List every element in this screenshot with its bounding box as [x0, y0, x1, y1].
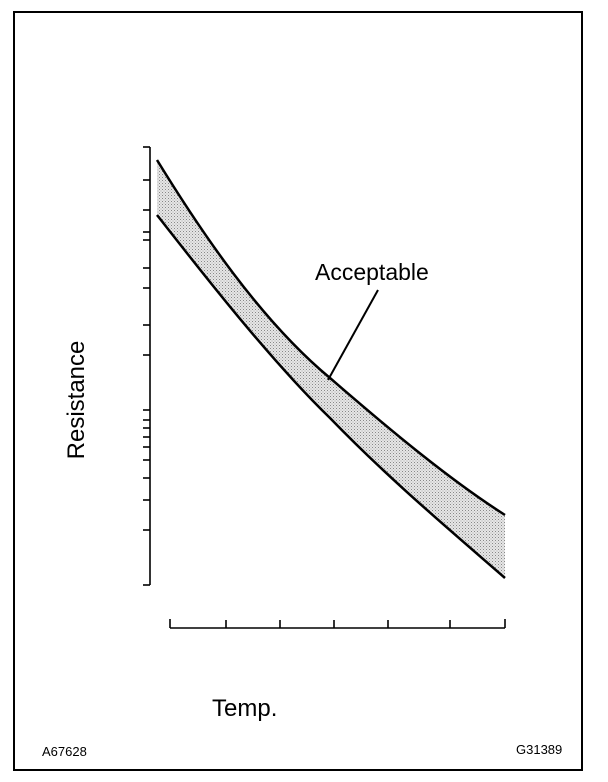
y-axis-label: Resistance — [63, 341, 90, 460]
figure-code: G31389 — [516, 742, 562, 757]
x-axis — [169, 619, 506, 629]
frame — [13, 11, 583, 771]
y-axis — [143, 146, 151, 586]
lower-limit-curve — [156, 214, 506, 579]
x-axis-label: Temp. — [212, 695, 277, 722]
figure-code: A67628 — [42, 744, 87, 759]
annotation: Acceptable — [315, 259, 429, 285]
leader-line — [327, 289, 379, 381]
acceptable-band — [157, 160, 505, 578]
upper-limit-curve — [155, 159, 506, 517]
